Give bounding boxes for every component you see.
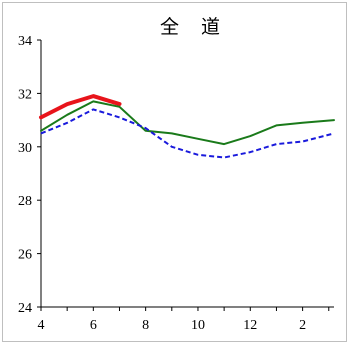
y-tick-label: 32 (18, 87, 32, 102)
y-tick-label: 28 (18, 194, 32, 209)
y-tick-label: 34 (18, 34, 32, 49)
chart-title: 全 道 (160, 16, 228, 38)
x-tick-label: 2 (299, 318, 306, 333)
axes: 24 26 28 30 32 34 4 6 8 10 12 2 (18, 34, 334, 333)
x-tick-label: 4 (38, 318, 45, 333)
series-line-2 (40, 100, 335, 146)
series-layer (39, 94, 335, 159)
y-tick-label: 26 (18, 248, 32, 263)
y-tick-label: 30 (18, 141, 32, 156)
x-tick-label: 10 (191, 318, 205, 333)
chart-frame (2, 2, 347, 342)
y-tick-label: 24 (18, 301, 32, 316)
x-tick-label: 12 (243, 318, 257, 333)
x-tick-label: 8 (142, 318, 149, 333)
series-line-1 (39, 94, 122, 120)
series-line-3 (40, 108, 335, 159)
x-tick-label: 6 (90, 318, 97, 333)
